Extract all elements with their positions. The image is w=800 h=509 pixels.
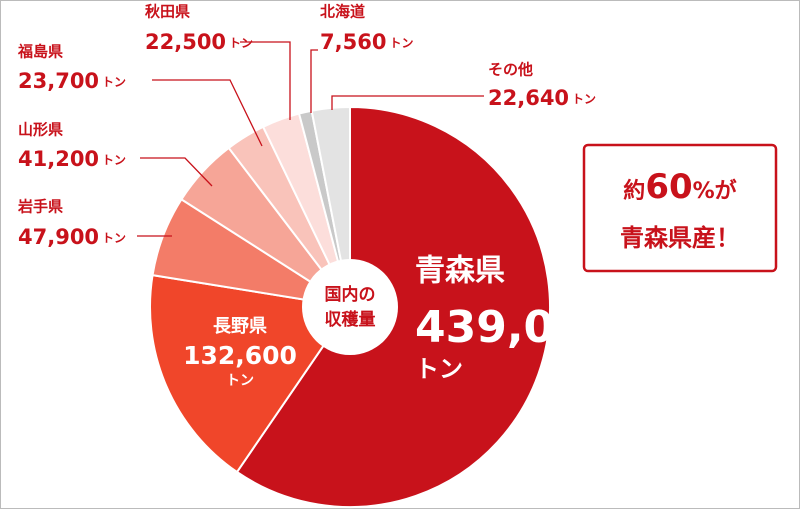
value-label: 41,200 [18,147,99,171]
slice [310,105,351,308]
slice-name: 秋田県 [145,3,190,21]
value-label: 7,560 [320,30,386,54]
slice-name: 青森県 [415,254,505,289]
unit-label: トン [572,92,596,106]
leader-line [140,157,213,187]
slice-name: 福島県 [17,43,63,61]
unit-label: トン [229,36,253,50]
value-label: 132,600 [183,341,297,370]
unit-label: トン [389,36,413,50]
leader-line [310,49,318,113]
center-hole [302,259,398,355]
value-label: 22,500 [145,30,226,54]
unit-label: トン [102,75,126,89]
center-label: 国内の [325,284,376,305]
value-text: 47,900 トン [18,225,126,249]
leader-line [152,79,263,147]
unit-label: トン [102,153,126,167]
slice-name: その他 [488,61,533,79]
callout-number: 60 [645,167,692,207]
callout-box [582,143,778,273]
value-text: 23,700 トン [18,69,126,93]
slice [149,273,352,474]
value-text: 7,560 トン [320,30,413,54]
slice-name: 北海道 [320,3,365,21]
value-text: 41,200 トン [18,147,126,171]
unit-label: トン [415,355,463,383]
value-text: 22,640 トン [488,86,596,110]
value-label: 439,000 [415,302,615,353]
slice-name: 岩手県 [17,198,63,216]
value-label: 47,900 [18,225,99,249]
value-label: 23,700 [18,69,99,93]
slice-name: 山形県 [18,121,63,139]
value-label: 22,640 [488,86,569,110]
slice-name: 長野県 [213,316,267,337]
callout-text: 約 [623,178,645,204]
value-text: 22,500 トン [145,30,253,54]
callout-text: %が [693,178,737,204]
callout-line: 約60%が [623,167,736,207]
unit-label: トン [226,373,254,389]
leader-line [240,41,291,120]
callout-line: 青森県産！ [620,224,740,252]
unit-label: トン [102,231,126,245]
center-label: 収穫量 [325,309,376,330]
leader-line [331,95,484,110]
